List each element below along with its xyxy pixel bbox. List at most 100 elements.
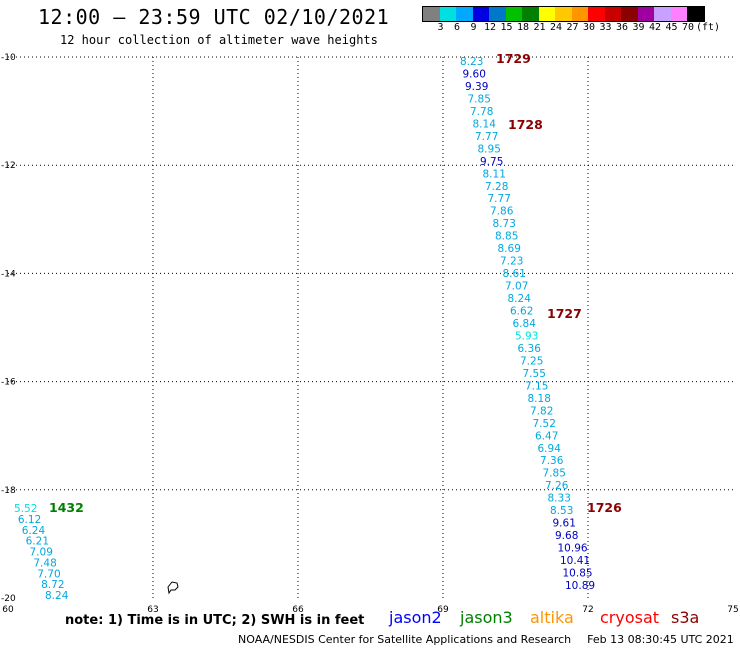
swh-value: 7.48 (33, 557, 56, 569)
swh-value: 5.93 (515, 330, 538, 342)
legend-label: 24 (549, 22, 563, 33)
legend-label: 30 (582, 22, 596, 33)
swh-value: 6.21 (26, 536, 49, 548)
legend-label: 3 (437, 22, 444, 33)
swh-value: 6.12 (18, 514, 41, 526)
credit-text: NOAA/NESDIS Center for Satellite Applica… (238, 633, 572, 646)
swh-value: 5.52 (14, 503, 37, 515)
color-legend (422, 6, 705, 22)
y-tick-label: -18 (1, 486, 16, 496)
legend-swatch (522, 7, 539, 21)
legend-label: 21 (533, 22, 546, 33)
orbit-number-label: 1728 (508, 117, 543, 132)
x-tick-label: 60 (2, 605, 14, 615)
swh-value: 8.23 (460, 56, 483, 68)
swh-value: 8.61 (503, 268, 526, 280)
swh-value: 10.41 (560, 555, 590, 567)
legend-swatch (588, 7, 605, 21)
orbit-number-label: 1726 (587, 500, 622, 515)
footer: NOAA/NESDIS Center for Satellite Applica… (238, 633, 734, 646)
x-tick-label: 72 (582, 605, 593, 615)
swh-value: 9.61 (553, 518, 576, 530)
page-subtitle: 12 hour collection of altimeter wave hei… (60, 33, 378, 47)
legend-label: 6 (453, 22, 461, 33)
legend-label: 15 (500, 22, 513, 33)
swh-value: 8.14 (473, 118, 497, 130)
swh-value: 7.55 (523, 368, 546, 380)
y-tick-label: -12 (1, 161, 16, 171)
swh-value: 7.26 (545, 480, 569, 492)
legend-label: 45 (665, 22, 678, 33)
orbit-number-label: 1432 (49, 500, 84, 515)
legend-label: 18 (516, 22, 530, 33)
timestamp-text: Feb 13 08:30:45 UTC 2021 (587, 633, 734, 646)
swh-value: 8.33 (548, 493, 571, 505)
swh-value: 8.24 (45, 590, 69, 602)
swh-value: 7.70 (37, 568, 60, 580)
swh-value: 9.60 (463, 68, 486, 80)
x-tick-label: 66 (292, 605, 304, 615)
legend-swatch (505, 7, 522, 21)
swh-value: 9.68 (555, 530, 578, 542)
legend-swatch (670, 7, 687, 21)
legend-swatch (423, 7, 440, 21)
swh-value: 10.85 (563, 568, 593, 580)
swh-value: 7.77 (488, 193, 511, 205)
orbit-number-label: 1729 (496, 51, 531, 66)
swh-value: 8.73 (493, 218, 516, 230)
legend-swatch (472, 7, 489, 21)
satellite-label-jason3: jason3 (460, 608, 513, 627)
legend-swatch (687, 7, 704, 21)
swh-value: 6.94 (538, 443, 562, 455)
swh-value: 6.84 (513, 318, 537, 330)
page-title: 12:00 – 23:59 UTC 02/10/2021 (38, 5, 390, 29)
y-tick-label: -14 (1, 269, 16, 279)
swh-value: 8.69 (498, 243, 521, 255)
legend-swatch (604, 7, 621, 21)
swh-value: 9.39 (465, 81, 488, 93)
swh-value: 8.18 (528, 393, 551, 405)
swh-value: 7.15 (525, 380, 548, 392)
swh-value: 8.85 (495, 231, 518, 243)
legend-swatch (571, 7, 588, 21)
swh-value: 7.85 (468, 93, 491, 105)
legend-swatch (637, 7, 654, 21)
swh-value: 8.72 (41, 579, 64, 591)
legend-swatch (555, 7, 572, 21)
legend-label: 33 (599, 22, 612, 33)
x-tick-label: 75 (727, 605, 738, 615)
legend-label: 27 (566, 22, 579, 33)
legend-swatch (621, 7, 638, 21)
swh-value: 10.96 (558, 543, 588, 555)
swh-value: 6.24 (22, 525, 46, 537)
swh-value: 7.85 (543, 468, 566, 480)
swh-value: 7.86 (490, 206, 514, 218)
island-coastline (167, 581, 179, 595)
swh-value: 8.24 (508, 293, 532, 305)
x-tick-label: 63 (147, 605, 158, 615)
swh-value: 8.95 (478, 143, 501, 155)
swh-value: 7.07 (505, 281, 528, 293)
units-note: note: 1) Time is in UTC; 2) SWH is in fe… (65, 613, 365, 628)
swh-value: 7.77 (475, 131, 498, 143)
legend-label: 42 (648, 22, 662, 33)
swh-value: 7.52 (533, 418, 556, 430)
swh-value: 8.11 (483, 168, 506, 180)
legend-label: 70 (681, 22, 695, 33)
swh-value: 7.78 (470, 106, 493, 118)
swh-value: 7.82 (530, 405, 553, 417)
satellite-label-altika: altika (530, 608, 574, 627)
satellite-label-cryosat: cryosat (600, 608, 660, 627)
legend-swatch (654, 7, 671, 21)
y-tick-label: -10 (1, 53, 16, 63)
swh-value: 7.09 (30, 547, 53, 559)
legend-swatch (439, 7, 456, 21)
swh-value: 9.75 (480, 156, 503, 168)
swh-value: 6.36 (518, 343, 542, 355)
legend-label: 9 (470, 22, 477, 33)
legend-label: 39 (632, 22, 645, 33)
swh-value: 8.53 (550, 505, 573, 517)
swh-value: 7.36 (540, 455, 564, 467)
legend-label: 12 (483, 22, 497, 33)
legend-label: (ft) (696, 22, 721, 33)
